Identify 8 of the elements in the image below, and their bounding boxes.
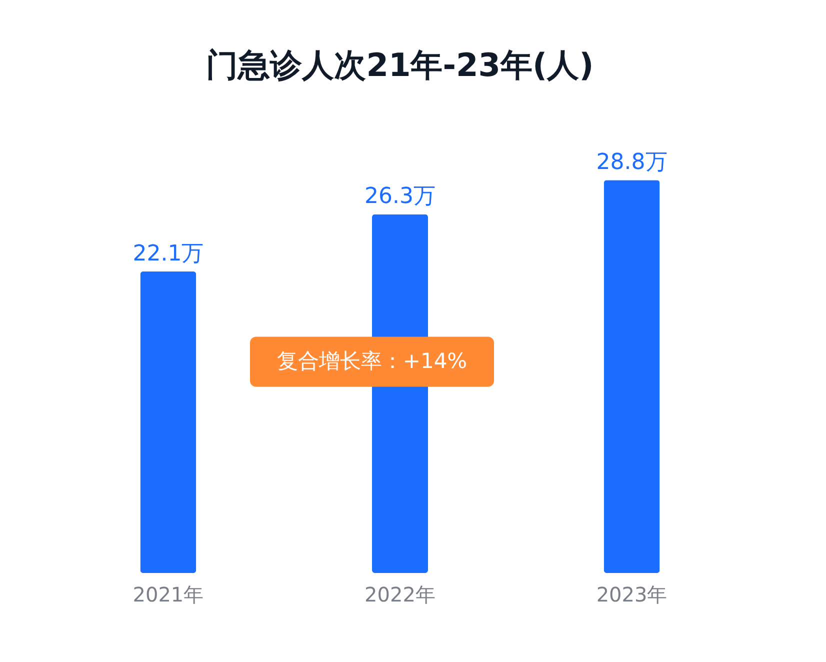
x-tick-label: 2023年 [596,582,668,606]
data-label: 26.3万 [364,184,436,210]
data-label: 22.1万 [132,242,204,267]
chart-title: 门急诊人次21年-23年(人) [206,46,594,84]
x-tick-label: 2021年 [132,582,204,606]
data-label: 28.8万 [596,150,668,176]
x-tick-label: 2022年 [364,582,436,606]
annotation: 复合增长率：+14% [276,348,468,373]
